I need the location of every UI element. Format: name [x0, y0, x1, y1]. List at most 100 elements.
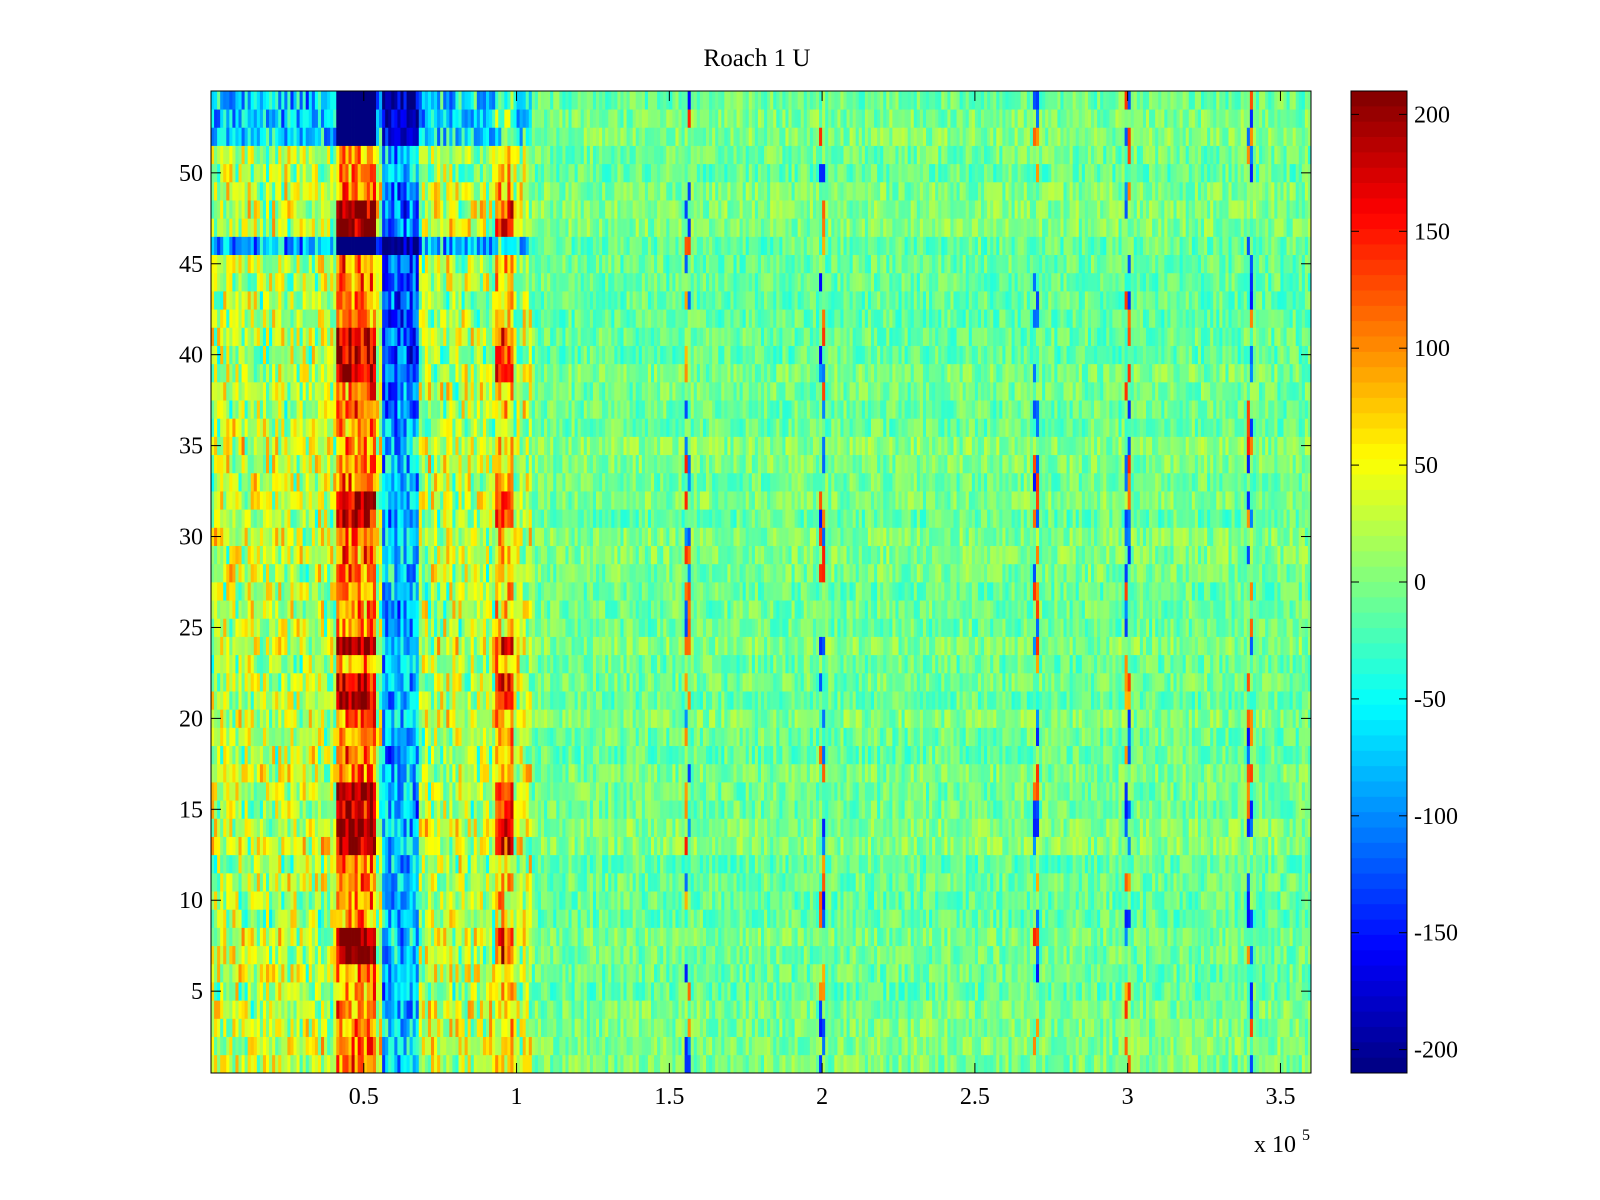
- heatmap-cell: [394, 982, 398, 1001]
- heatmap-cell: [791, 891, 795, 910]
- heatmap-cell: [1127, 963, 1132, 983]
- heatmap-cell: [718, 1054, 722, 1074]
- heatmap-cell: [1057, 872, 1061, 892]
- heatmap-cell: [1130, 982, 1135, 1001]
- heatmap-cell: [1173, 1054, 1177, 1074]
- heatmap-cell: [1249, 1036, 1254, 1056]
- heatmap-cell: [669, 927, 673, 947]
- heatmap-cell: [455, 854, 459, 874]
- heatmap-cell: [275, 963, 279, 983]
- heatmap-cell: [724, 1054, 728, 1074]
- heatmap-cell: [394, 963, 398, 983]
- heatmap-cell: [586, 836, 591, 856]
- heatmap-cell: [706, 818, 710, 837]
- heatmap-cell: [583, 836, 588, 856]
- heatmap-cell: [262, 1018, 267, 1037]
- heatmap-cell: [681, 1036, 685, 1056]
- heatmap-cell: [1307, 872, 1312, 892]
- heatmap-cell: [235, 836, 239, 856]
- heatmap-cell: [724, 1018, 728, 1037]
- heatmap-cell: [1057, 891, 1061, 910]
- heatmap-cell: [782, 818, 786, 837]
- heatmap-cell: [412, 1018, 417, 1037]
- heatmap-cell: [1118, 854, 1122, 874]
- heatmap-cell: [886, 945, 890, 965]
- heatmap-cell: [709, 1036, 713, 1056]
- heatmap-cell: [745, 1054, 750, 1074]
- heatmap-cell: [437, 1054, 441, 1074]
- heatmap-cell: [534, 927, 539, 947]
- heatmap-cell: [657, 963, 661, 983]
- heatmap-cell: [916, 927, 921, 947]
- heatmap-cell: [1240, 909, 1245, 928]
- heatmap-cell: [1173, 982, 1177, 1001]
- heatmap-cell: [238, 963, 242, 983]
- heatmap-cell: [568, 927, 572, 947]
- heatmap-cell: [470, 927, 475, 947]
- heatmap-cell: [1170, 1036, 1174, 1056]
- heatmap-cell: [617, 982, 621, 1001]
- heatmap-cell: [1054, 927, 1058, 947]
- heatmap-cell: [767, 872, 771, 892]
- heatmap-cell: [541, 872, 545, 892]
- heatmap-cell: [1057, 1000, 1061, 1019]
- heatmap-cell: [238, 1018, 242, 1037]
- heatmap-cell: [1280, 836, 1284, 856]
- heatmap-cell: [1216, 854, 1220, 874]
- heatmap-cell: [421, 1018, 426, 1037]
- heatmap-cell: [669, 818, 673, 837]
- heatmap-cell: [855, 891, 860, 910]
- heatmap-cell: [1106, 1054, 1110, 1074]
- heatmap-cell: [1072, 836, 1077, 856]
- heatmap-cell: [284, 836, 288, 856]
- heatmap-cell: [385, 854, 389, 874]
- heatmap-cell: [372, 1036, 377, 1056]
- heatmap-cell: [800, 1054, 805, 1074]
- heatmap-cell: [308, 854, 313, 874]
- heatmap-cell: [1029, 872, 1034, 892]
- heatmap-cell: [877, 963, 881, 983]
- heatmap-cell: [1026, 945, 1031, 965]
- heatmap-cell: [333, 1054, 337, 1074]
- heatmap-cell: [1161, 836, 1165, 856]
- heatmap-cell: [852, 982, 857, 1001]
- heatmap-cell: [1194, 927, 1199, 947]
- heatmap-cell: [773, 909, 777, 928]
- heatmap-cell: [1185, 982, 1190, 1001]
- heatmap-cell: [733, 963, 737, 983]
- heatmap-cell: [1023, 927, 1028, 947]
- heatmap-cell: [308, 872, 313, 892]
- heatmap-cell: [1097, 982, 1101, 1001]
- heatmap-cell: [727, 872, 731, 892]
- heatmap-cell: [220, 1000, 224, 1019]
- heatmap-cell: [715, 909, 719, 928]
- heatmap-cell: [623, 1018, 627, 1037]
- heatmap-cell: [617, 818, 621, 837]
- heatmap-cell: [1112, 909, 1116, 928]
- heatmap-cell: [1100, 1036, 1104, 1056]
- heatmap-cell: [831, 982, 835, 1001]
- heatmap-cell: [1152, 1036, 1156, 1056]
- heatmap-cell: [999, 982, 1003, 1001]
- heatmap-cell: [1112, 818, 1116, 837]
- heatmap-cell: [1182, 854, 1187, 874]
- heatmap-cell: [718, 909, 722, 928]
- heatmap-cell: [1106, 909, 1110, 928]
- heatmap-cell: [412, 982, 417, 1001]
- heatmap-cell: [641, 963, 646, 983]
- heatmap-cell: [1029, 891, 1034, 910]
- heatmap-cell: [803, 891, 808, 910]
- heatmap-cell: [1207, 1054, 1211, 1074]
- heatmap-cell: [696, 909, 701, 928]
- heatmap-cell: [895, 1036, 899, 1056]
- heatmap-cell: [1029, 927, 1034, 947]
- heatmap-cell: [1026, 1000, 1031, 1019]
- heatmap-cell: [574, 1054, 579, 1074]
- heatmap-cell: [981, 982, 985, 1001]
- heatmap-cell: [614, 963, 618, 983]
- heatmap-cell: [1036, 963, 1040, 983]
- heatmap-cell: [400, 909, 404, 928]
- heatmap-cell: [455, 945, 459, 965]
- heatmap-cell: [495, 818, 499, 837]
- heatmap-cell: [742, 963, 747, 983]
